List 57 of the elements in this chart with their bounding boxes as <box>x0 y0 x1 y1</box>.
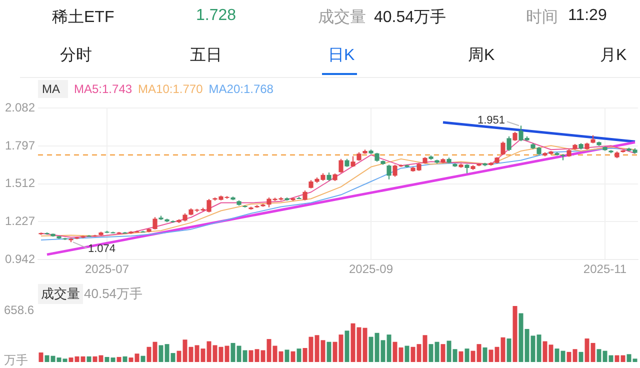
candlestick <box>464 164 470 174</box>
chart-title: 成交量 <box>38 284 83 304</box>
candlestick <box>500 141 506 156</box>
text: 月K <box>600 46 627 66</box>
bar <box>578 352 584 362</box>
candlestick <box>152 216 158 230</box>
text: MA10:1.770 <box>138 82 203 96</box>
legend-title: MA <box>38 80 68 98</box>
annotation: 1.074 <box>88 243 116 256</box>
text: 1.728 <box>196 7 236 25</box>
chart-subtitle: 40.54万手 <box>84 285 143 303</box>
text: 稀土ETF <box>52 8 114 28</box>
bar <box>440 344 446 362</box>
bar <box>506 338 512 362</box>
candlestick <box>560 154 566 161</box>
bar <box>344 330 350 362</box>
annotation: 1.951 <box>477 114 506 127</box>
candlestick <box>386 164 392 180</box>
candlestick <box>506 136 512 152</box>
bar <box>512 306 518 362</box>
bar <box>464 348 470 362</box>
bar <box>458 351 464 362</box>
text: 周K <box>468 46 495 66</box>
candlestick <box>512 131 518 142</box>
bar <box>284 350 290 362</box>
bar <box>296 348 302 362</box>
bar <box>482 347 488 362</box>
bar <box>290 351 296 362</box>
bar <box>404 346 410 362</box>
text: 分时 <box>60 46 92 66</box>
x-tick-label: 2025-11 <box>583 262 627 276</box>
candlestick <box>302 190 308 201</box>
x-tick-label: 2025-09 <box>348 262 394 276</box>
x-tick-label: 2025-07 <box>84 262 130 276</box>
text: 日K <box>328 46 355 66</box>
bar <box>326 342 332 362</box>
y-tick-label: 2.082 <box>4 100 36 115</box>
y-tick-label: 1.797 <box>4 138 36 152</box>
candlestick <box>350 156 356 168</box>
text: 五日 <box>190 46 222 66</box>
bar <box>122 356 128 362</box>
y-tick-label: 1.227 <box>4 214 36 228</box>
bar <box>140 356 146 362</box>
candlestick <box>338 158 344 174</box>
text: 658.6 <box>4 303 34 317</box>
text: 40.54万手 <box>374 8 446 28</box>
bar <box>38 352 44 362</box>
bar <box>86 356 92 362</box>
text: 时间 <box>526 8 558 28</box>
y-tick-label: 1.512 <box>4 176 36 190</box>
text: MA5:1.743 <box>74 82 132 96</box>
text: 成交量 <box>318 8 366 28</box>
y-tick-label: 0.942 <box>4 252 36 266</box>
y-axis-title: 万手 <box>4 352 28 368</box>
bar <box>116 356 122 362</box>
text: MA20:1.768 <box>208 82 274 96</box>
text: 11:29 <box>568 7 607 25</box>
